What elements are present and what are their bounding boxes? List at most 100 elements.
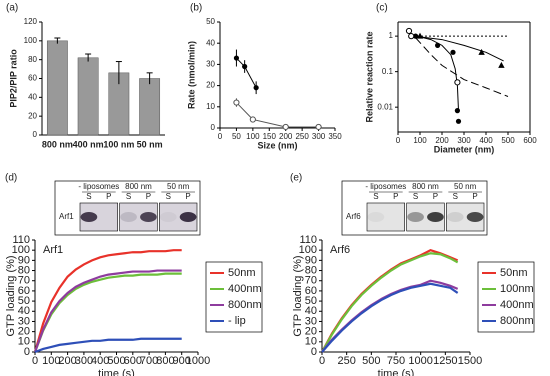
gel-lane: S — [86, 192, 91, 201]
fit-line — [236, 102, 319, 128]
x-tick-label: 800 — [156, 355, 174, 367]
point — [498, 61, 505, 68]
y-tick-label: 40 — [18, 305, 30, 317]
y-axis-title: Relative reaction rate — [364, 31, 374, 122]
x-tick-label: 150 — [263, 132, 277, 141]
legend-label: 400nm — [500, 299, 534, 311]
y-tick-label: 70 — [18, 275, 30, 287]
y-tick-label: 30 — [18, 315, 30, 327]
gel-lane: S — [126, 192, 131, 201]
y-tick-label: 20 — [206, 81, 215, 90]
point — [454, 108, 460, 114]
series-line — [321, 252, 459, 353]
point — [416, 32, 424, 39]
point — [408, 33, 415, 40]
x-tick-label: 600 — [523, 136, 537, 145]
gel-lane: P — [146, 192, 151, 201]
gel-protein: Arf6 — [346, 212, 361, 221]
fit-line — [415, 37, 509, 97]
y-tick-label: 10 — [206, 102, 215, 111]
fit-line — [408, 35, 459, 111]
y-tick-label: 0 — [24, 346, 30, 358]
y-axis-title: Rate (nmol/min) — [186, 41, 196, 109]
gel-group: - liposomes — [78, 182, 119, 191]
y-tick-label: 20 — [305, 326, 317, 338]
point — [282, 123, 289, 131]
x-tick-label: 100 nm — [103, 139, 134, 149]
x-axis-title: Diameter (nm) — [434, 144, 495, 154]
x-tick-label: 350 — [328, 132, 342, 141]
y-tick-label: 120 — [24, 17, 38, 26]
series-line — [34, 337, 182, 354]
gel-band — [407, 212, 424, 222]
gel-band — [446, 212, 464, 222]
x-tick-label: 100 — [42, 355, 60, 367]
x-tick-label: 700 — [140, 355, 158, 367]
gel-lane: S — [166, 192, 171, 201]
x-tick-label: 250 — [295, 132, 309, 141]
y-tick-label: 40 — [305, 305, 317, 317]
series-line — [321, 248, 459, 353]
x-tick-label: 100 — [246, 132, 260, 141]
y-tick-label: 50 — [206, 17, 215, 26]
gel-protein: Arf1 — [59, 212, 74, 221]
y-tick-label: 10 — [305, 336, 317, 348]
x-tick-label: 900 — [173, 355, 191, 367]
y-tick-label: 20 — [18, 326, 30, 338]
x-tick-label: 50 — [232, 132, 241, 141]
x-axis-title: time (s) — [98, 368, 135, 376]
x-tick-label: 1500 — [458, 355, 482, 367]
x-tick-label: 1250 — [433, 355, 457, 367]
x-tick-label: 100 — [413, 136, 427, 145]
series-line — [33, 249, 182, 353]
gel-band — [466, 212, 484, 222]
y-tick-label: 100 — [12, 244, 30, 256]
gel-lane: P — [393, 192, 398, 201]
y-tick-label: 50 — [18, 295, 30, 307]
gel-lane: P — [106, 192, 111, 201]
point — [413, 33, 419, 39]
gel-band — [120, 212, 137, 222]
y-tick-label: 20 — [28, 111, 37, 120]
point — [242, 63, 248, 70]
y-tick-label: 40 — [28, 92, 37, 101]
y-tick-label: 0.01 — [377, 102, 393, 111]
legend-label: 100nm — [500, 283, 534, 295]
point — [253, 85, 259, 91]
panel-label: (b) — [190, 3, 202, 14]
legend-label: 400nm — [228, 283, 262, 295]
y-tick-label: 40 — [206, 38, 215, 47]
x-tick-label: 0 — [32, 355, 38, 367]
point — [450, 49, 456, 55]
panel-label: (d) — [5, 173, 17, 184]
x-tick-label: 300 — [457, 136, 471, 145]
point — [435, 42, 441, 48]
inset-label: Arf6 — [330, 244, 350, 256]
bar — [139, 78, 161, 136]
point — [315, 123, 322, 131]
gel-lane: P — [472, 192, 477, 201]
x-tick-label: 200 — [279, 132, 293, 141]
y-tick-label: 100 — [299, 244, 317, 256]
gel-band — [427, 212, 444, 222]
series-line — [33, 272, 182, 353]
gel-group: 800 nm — [125, 182, 152, 191]
y-tick-label: 60 — [305, 285, 317, 297]
y-axis-title: GTP loading (%) — [5, 255, 17, 336]
x-tick-label: 250 — [337, 355, 355, 367]
y-tick-label: 1 — [389, 31, 394, 40]
x-tick-label: 0 — [319, 355, 325, 367]
x-tick-label: 500 — [107, 355, 125, 367]
y-tick-label: 30 — [206, 60, 215, 69]
gel-band — [80, 212, 98, 222]
legend-label: - lip — [228, 315, 246, 327]
gel-lane: S — [453, 192, 458, 201]
legend-label: 800nm — [500, 315, 534, 327]
y-tick-label: 70 — [305, 275, 317, 287]
x-tick-label: 200 — [435, 136, 449, 145]
y-tick-label: 80 — [18, 264, 30, 276]
x-axis-title: Size (nm) — [257, 140, 297, 150]
x-tick-label: 200 — [58, 355, 76, 367]
y-tick-label: 90 — [305, 254, 317, 266]
